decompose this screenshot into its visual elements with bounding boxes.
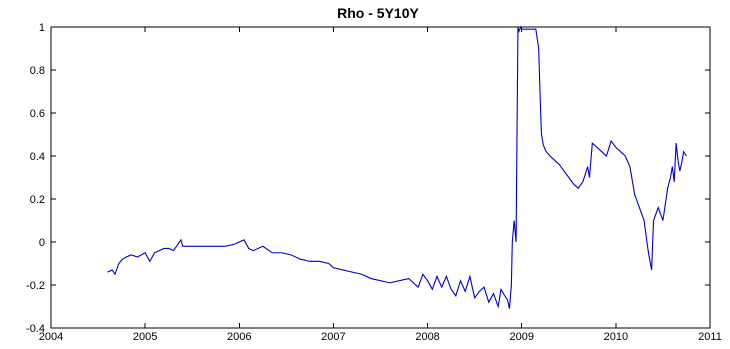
y-tick-label: 1 [39,22,45,34]
y-tick-label: 0.4 [30,151,45,163]
y-tick-label: 0.6 [30,108,45,120]
x-tick-label: 2007 [321,331,345,343]
y-tick-label: 0.8 [30,65,45,77]
y-tick-label: -0.2 [26,280,45,292]
y-tick-label: -0.4 [26,323,45,335]
axis-ticks: 2004 2005 2006 2007 2008 2009 2010 2011 -0.4 -0.2… [26,22,722,343]
plot-frame [50,26,711,329]
x-tick-label: 2008 [415,331,439,343]
series-layer [107,25,687,309]
y-tick-label: 0 [39,237,45,249]
x-tick-label: 2005 [133,331,157,343]
x-tick-label: 2011 [698,331,722,343]
chart-title: Rho - 5Y10Y [337,5,419,21]
y-tick-label: 0.2 [30,194,45,206]
x-tick-label: 2010 [604,331,628,343]
x-tick-label: 2004 [39,331,63,343]
x-tick-label: 2009 [509,331,533,343]
series-line-0 [107,25,687,309]
x-tick-label: 2006 [227,331,251,343]
